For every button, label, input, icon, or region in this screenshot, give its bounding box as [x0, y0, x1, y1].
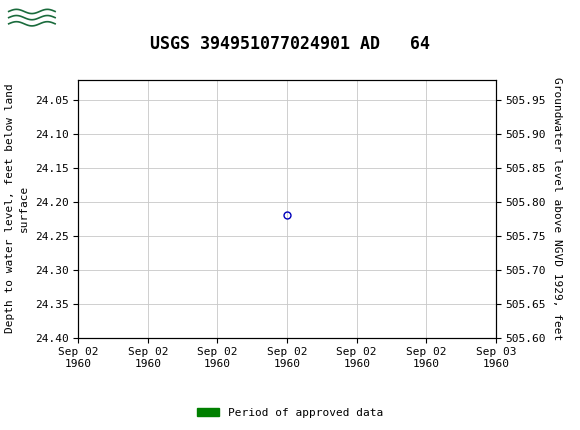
Text: USGS 394951077024901 AD   64: USGS 394951077024901 AD 64 — [150, 35, 430, 53]
Text: USGS: USGS — [64, 8, 124, 27]
Y-axis label: Groundwater level above NGVD 1929, feet: Groundwater level above NGVD 1929, feet — [552, 77, 561, 340]
Legend: Period of approved data: Period of approved data — [193, 403, 387, 422]
FancyBboxPatch shape — [6, 5, 58, 30]
Y-axis label: Depth to water level, feet below land
surface: Depth to water level, feet below land su… — [5, 84, 29, 333]
